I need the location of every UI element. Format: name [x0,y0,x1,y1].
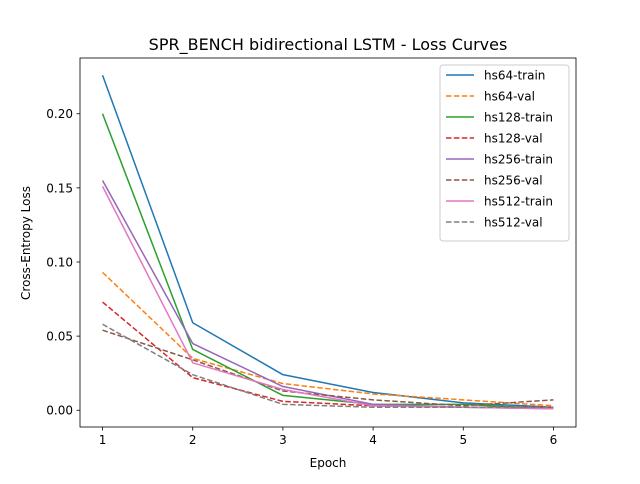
series-line-hs64-val [102,271,554,407]
y-tick-label: 0.05 [46,330,73,344]
axes-frame [79,57,577,428]
y-tick-label: 0.10 [46,255,73,269]
legend-label-hs64-train: hs64-train [484,69,545,83]
x-tick-label: 3 [279,433,287,447]
series-line-hs512-train [101,186,554,410]
legend-label-hs256-train: hs256-train [484,153,553,167]
y-tick-label: 0.15 [46,181,73,195]
series-line-hs128-train [101,113,554,410]
legend-label-hs128-train: hs128-train [484,111,553,125]
legend-box [439,64,570,242]
legend-label-hs512-val: hs512-val [484,216,543,230]
x-tick-label: 1 [99,433,107,447]
y-tick-label: 0.00 [46,404,73,418]
y-axis-label: Cross-Entropy Loss [19,186,33,300]
legend-label-hs256-val: hs256-val [484,174,543,188]
y-tick-label: 0.20 [46,107,73,121]
x-axis-label: Epoch [310,456,347,470]
series-line-hs64-train [101,74,554,409]
legend-label-hs512-train: hs512-train [484,195,553,209]
plot-area: 1 2 3 4 5 6 0.00 0.05 0.10 0.15 0.20 [46,57,577,447]
x-tick-label: 5 [459,433,467,447]
x-tick-label: 2 [189,433,197,447]
chart-title: SPR_BENCH bidirectional LSTM - Loss Curv… [149,35,508,55]
x-tick-label: 4 [369,433,377,447]
x-tick-label: 6 [550,433,558,447]
series-line-hs256-val [102,329,554,407]
legend: hs64-train hs64-val hs128-train hs128-val hs… [439,64,570,242]
legend-label-hs64-val: hs64-val [484,90,535,104]
legend-label-hs128-val: hs128-val [484,132,543,146]
